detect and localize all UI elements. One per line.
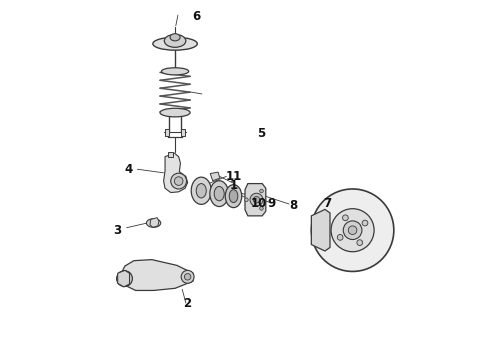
Text: 6: 6 — [193, 10, 201, 23]
Circle shape — [181, 270, 194, 283]
Text: 1: 1 — [230, 179, 238, 192]
Ellipse shape — [191, 177, 211, 204]
Ellipse shape — [225, 185, 242, 208]
Ellipse shape — [161, 68, 189, 75]
Ellipse shape — [164, 35, 186, 47]
Polygon shape — [150, 218, 159, 227]
Circle shape — [174, 177, 183, 185]
Text: 5: 5 — [257, 127, 265, 140]
Polygon shape — [118, 270, 129, 287]
Polygon shape — [168, 152, 173, 157]
Text: 11: 11 — [225, 170, 242, 183]
Ellipse shape — [214, 186, 224, 201]
Circle shape — [250, 193, 263, 206]
Circle shape — [260, 207, 263, 210]
Polygon shape — [164, 153, 188, 193]
Circle shape — [343, 215, 348, 221]
Circle shape — [253, 197, 260, 203]
Text: 4: 4 — [124, 163, 133, 176]
Circle shape — [171, 173, 187, 189]
Ellipse shape — [170, 34, 180, 41]
Circle shape — [151, 220, 156, 226]
Ellipse shape — [196, 184, 206, 198]
Circle shape — [245, 198, 248, 202]
Circle shape — [337, 234, 343, 240]
Text: 2: 2 — [184, 297, 192, 310]
Circle shape — [260, 189, 263, 193]
Circle shape — [331, 209, 374, 252]
Circle shape — [311, 189, 394, 271]
Circle shape — [184, 274, 191, 280]
Circle shape — [120, 274, 129, 283]
Polygon shape — [245, 184, 266, 216]
Circle shape — [343, 221, 362, 239]
Text: 7: 7 — [323, 197, 332, 210]
Text: 10: 10 — [250, 197, 267, 210]
Polygon shape — [311, 210, 330, 251]
Polygon shape — [122, 260, 193, 291]
Circle shape — [357, 240, 363, 246]
Text: 3: 3 — [114, 224, 122, 237]
Ellipse shape — [147, 219, 161, 227]
Text: 8: 8 — [289, 199, 297, 212]
Ellipse shape — [153, 37, 197, 50]
Circle shape — [348, 226, 357, 234]
Ellipse shape — [160, 108, 190, 117]
Text: 9: 9 — [268, 197, 276, 210]
Circle shape — [362, 220, 368, 226]
Polygon shape — [181, 129, 185, 135]
Polygon shape — [165, 129, 170, 135]
Circle shape — [117, 271, 132, 287]
Ellipse shape — [210, 181, 228, 207]
Polygon shape — [210, 172, 220, 181]
Ellipse shape — [229, 190, 238, 203]
